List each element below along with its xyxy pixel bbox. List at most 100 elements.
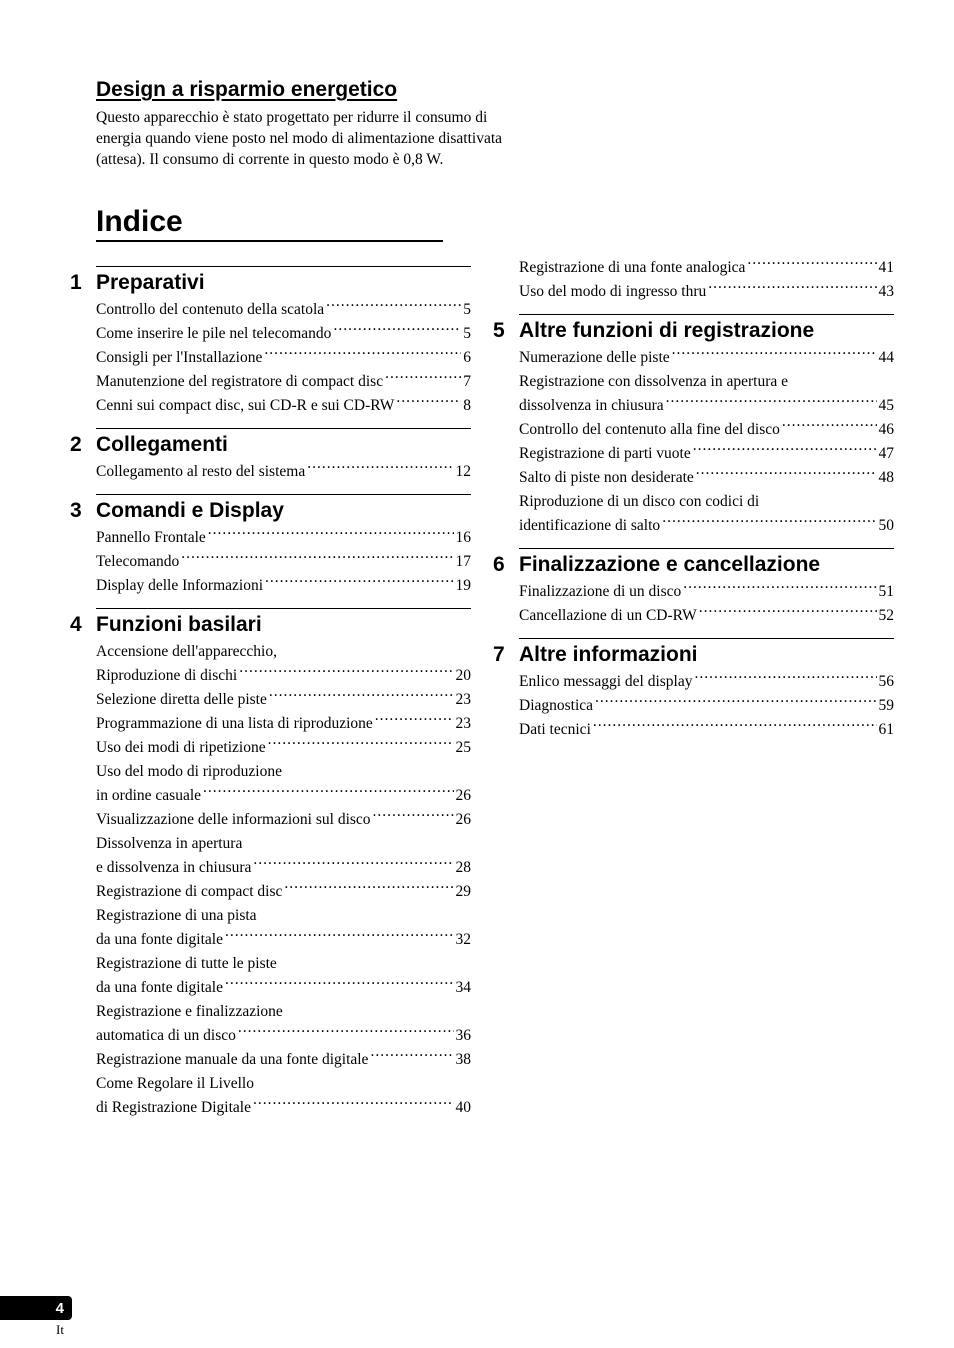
toc-entry-line: Come Regolare il Livello [96,1072,471,1096]
section-number: 5 [493,319,519,343]
toc-entry-text: Cenni sui compact disc, sui CD-R e sui C… [96,394,394,418]
toc-page-number: 28 [456,856,472,880]
toc-dot-leader [370,1049,453,1065]
section-number: 3 [70,499,96,523]
section-number: 1 [70,271,96,295]
toc-entry-line: Registrazione con dissolvenza in apertur… [519,370,894,394]
toc-entry-text: Registrazione di una fonte analogica [519,256,745,280]
toc-dot-leader [693,442,877,458]
toc-entry-text: Finalizzazione di un disco [519,580,681,604]
toc-page-number: 46 [879,418,895,442]
toc-entry-text: Registrazione di una pista [96,904,257,928]
section-title: Funzioni basilari [96,613,262,637]
toc-entry: Consigli per l'Installazione6 [96,346,471,370]
toc-section: 4Funzioni basilariAccensione dell'appare… [96,608,471,1120]
toc-dot-leader [782,418,877,434]
toc-dot-leader [269,688,454,704]
page-number-tab: 4 [0,1296,72,1320]
toc-entry-line: Registrazione e finalizzazione [96,1000,471,1024]
toc-page-number: 17 [456,550,472,574]
toc-section: 3Comandi e Display Pannello Frontale 16 Tel… [96,494,471,598]
section-title: Preparativi [96,271,205,295]
toc-entry: Controllo del contenuto alla fine del di… [519,418,894,442]
section-entries-continuation: Registrazione di una fonte analogica41Us… [519,256,894,304]
toc-dot-leader [696,466,877,482]
toc-page-number: 6 [463,346,471,370]
toc-entry-text: da una fonte digitale [96,928,223,952]
toc-entry: Registrazione di parti vuote47 [519,442,894,466]
toc-entry: Manutenzione del registratore di compact… [96,370,471,394]
section-divider [96,428,471,429]
toc-entry-text: e dissolvenza in chiusura [96,856,251,880]
toc-entry: Display delle Informazioni19 [96,574,471,598]
toc-entry-text: Uso del modo di ingresso thru [519,280,706,304]
toc-dot-leader [225,929,454,945]
toc-section: 5Altre funzioni di registrazioneNumerazi… [519,314,894,538]
section-title-row: 3Comandi e Display [96,499,471,523]
toc-entry-text: Pannello Frontale [96,526,206,550]
toc-dot-leader [747,256,876,272]
section-title-row: 6Finalizzazione e cancellazione [519,553,894,577]
toc-columns: 1PreparativiControllo del contenuto dell… [96,256,894,1120]
toc-column-2: Registrazione di una fonte analogica41Us… [519,256,894,1120]
toc-page-number: 23 [456,712,472,736]
toc-dot-leader [373,809,454,825]
toc-dot-leader [672,346,877,362]
toc-page-number: 7 [463,370,471,394]
toc-page-number: 29 [456,880,472,904]
toc-entry-text: in ordine casuale [96,784,201,808]
toc-dot-leader [396,394,461,410]
design-heading: Design a risparmio energetico [96,78,894,102]
toc-dot-leader [595,694,876,710]
section-title: Collegamenti [96,433,228,457]
toc-page-number: 12 [456,460,472,484]
toc-entry-line: Dissolvenza in apertura [96,832,471,856]
toc-page-number: 36 [456,1024,472,1048]
toc-entry: Enlico messaggi del display56 [519,670,894,694]
toc-entry: Registrazione di una fonte analogica41 [519,256,894,280]
toc-entry-text: Telecomando [96,550,179,574]
toc-entry: Registrazione manuale da una fonte digit… [96,1048,471,1072]
toc-entry-line: Registrazione di tutte le piste [96,952,471,976]
toc-dot-leader [239,664,453,680]
toc-entry-line: Riproduzione di un disco con codici di [519,490,894,514]
language-code: It [56,1322,64,1338]
toc-entry: Uso dei modi di ripetizione25 [96,736,471,760]
toc-section: 7Altre informazioniEnlico messaggi del d… [519,638,894,742]
toc-entry-text: Salto di piste non desiderate [519,466,694,490]
toc-entry-line: Uso del modo di riproduzione [96,760,471,784]
toc-dot-leader [307,460,453,476]
toc-entry-text: Registrazione con dissolvenza in apertur… [519,370,788,394]
toc-entry: dissolvenza in chiusura45 [519,394,894,418]
toc-entry: Cancellazione di un CD-RW52 [519,604,894,628]
toc-entry-text: Controllo del contenuto della scatola [96,298,324,322]
toc-dot-leader [708,280,876,296]
toc-dot-leader [375,712,454,728]
section-number: 4 [70,613,96,637]
toc-entry-text: Uso del modo di riproduzione [96,760,282,784]
section-divider [519,548,894,549]
toc-entry-text: Registrazione di parti vuote [519,442,691,466]
toc-entry: da una fonte digitale32 [96,928,471,952]
toc-entry-text: da una fonte digitale [96,976,223,1000]
toc-page-number: 34 [456,976,472,1000]
toc-page-number: 5 [463,298,471,322]
toc-entry-text: di Registrazione Digitale [96,1096,251,1120]
toc-entry: Cenni sui compact disc, sui CD-R e sui C… [96,394,471,418]
toc-page-number: 16 [456,526,472,550]
toc-entry-text: Registrazione di compact disc [96,880,282,904]
toc-section: 6Finalizzazione e cancellazione Finalizza… [519,548,894,628]
toc-entry-text: Display delle Informazioni [96,574,263,598]
toc-dot-leader [326,298,461,314]
toc-entry-text: Diagnostica [519,694,593,718]
toc-page-number: 50 [879,514,895,538]
section-entries: Accensione dell'apparecchio,Riproduzione… [96,640,471,1120]
toc-page-number: 45 [879,394,895,418]
toc-entry-text: Come inserire le pile nel telecomando [96,322,331,346]
toc-page-number: 5 [463,322,471,346]
toc-dot-leader [208,526,454,542]
toc-page-number: 40 [456,1096,472,1120]
toc-entry-text: Selezione diretta delle piste [96,688,267,712]
toc-page-number: 56 [879,670,895,694]
section-entries: Collegamento al resto del sistema12 [96,460,471,484]
